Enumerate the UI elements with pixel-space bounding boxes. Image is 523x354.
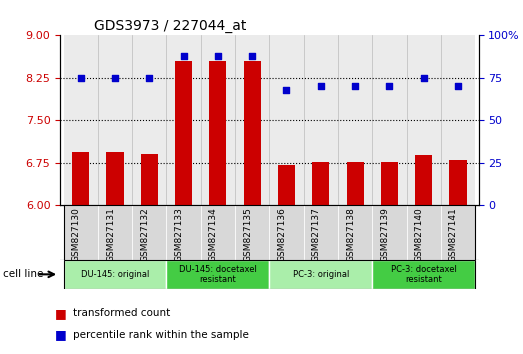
Text: ■: ■ [55, 307, 66, 320]
Bar [441, 205, 475, 260]
Bar [372, 35, 406, 205]
Text: DU-145: original: DU-145: original [81, 270, 149, 279]
Bar [304, 205, 338, 260]
Text: transformed count: transformed count [73, 308, 170, 318]
Bar [304, 35, 338, 205]
Text: GSM827131: GSM827131 [106, 207, 115, 262]
Bar [64, 35, 98, 205]
Text: GSM827140: GSM827140 [415, 207, 424, 262]
Point [76, 75, 85, 81]
Point [385, 84, 394, 89]
Text: GSM827134: GSM827134 [209, 207, 218, 262]
Text: GSM827136: GSM827136 [278, 207, 287, 262]
Bar [72, 152, 89, 205]
Text: GSM827141: GSM827141 [449, 207, 458, 262]
Bar [98, 205, 132, 260]
Bar [381, 162, 398, 205]
Text: cell line: cell line [3, 269, 43, 279]
Bar [244, 61, 261, 205]
Bar [449, 160, 467, 205]
Point [145, 75, 153, 81]
Bar [201, 35, 235, 205]
Bar [347, 162, 363, 205]
Point [214, 53, 222, 59]
Text: percentile rank within the sample: percentile rank within the sample [73, 330, 249, 339]
Bar [278, 165, 295, 205]
Bar [64, 260, 166, 289]
Text: GSM827132: GSM827132 [140, 207, 149, 262]
Bar [415, 155, 432, 205]
Bar [372, 205, 406, 260]
Text: GSM827138: GSM827138 [346, 207, 355, 262]
Bar [406, 205, 441, 260]
Text: GDS3973 / 227044_at: GDS3973 / 227044_at [94, 19, 246, 33]
Point [111, 75, 119, 81]
Bar [269, 205, 304, 260]
Bar [132, 205, 166, 260]
Text: ■: ■ [55, 328, 66, 341]
Bar [235, 35, 269, 205]
Bar [166, 35, 201, 205]
Text: GSM827135: GSM827135 [243, 207, 252, 262]
Point [282, 87, 291, 93]
Bar [338, 35, 372, 205]
Text: GSM827137: GSM827137 [312, 207, 321, 262]
Point [248, 53, 256, 59]
Text: GSM827130: GSM827130 [72, 207, 81, 262]
Bar [269, 35, 304, 205]
Bar [209, 61, 226, 205]
Bar [201, 205, 235, 260]
Bar [166, 260, 269, 289]
Bar [312, 162, 329, 205]
Bar [441, 35, 475, 205]
Bar [64, 205, 98, 260]
Bar [166, 205, 201, 260]
Text: GSM827133: GSM827133 [175, 207, 184, 262]
Text: DU-145: docetaxel
resistant: DU-145: docetaxel resistant [179, 265, 257, 284]
Bar [141, 154, 158, 205]
Text: PC-3: docetaxel
resistant: PC-3: docetaxel resistant [391, 265, 457, 284]
Point [454, 84, 462, 89]
Bar [269, 260, 372, 289]
Bar [107, 152, 123, 205]
Bar [175, 61, 192, 205]
Point [179, 53, 188, 59]
Bar [406, 35, 441, 205]
Point [419, 75, 428, 81]
Bar [98, 35, 132, 205]
Point [316, 84, 325, 89]
Point [351, 84, 359, 89]
Bar [235, 205, 269, 260]
Bar [372, 260, 475, 289]
Bar [132, 35, 166, 205]
Bar [338, 205, 372, 260]
Text: PC-3: original: PC-3: original [292, 270, 349, 279]
Text: GSM827139: GSM827139 [380, 207, 390, 262]
